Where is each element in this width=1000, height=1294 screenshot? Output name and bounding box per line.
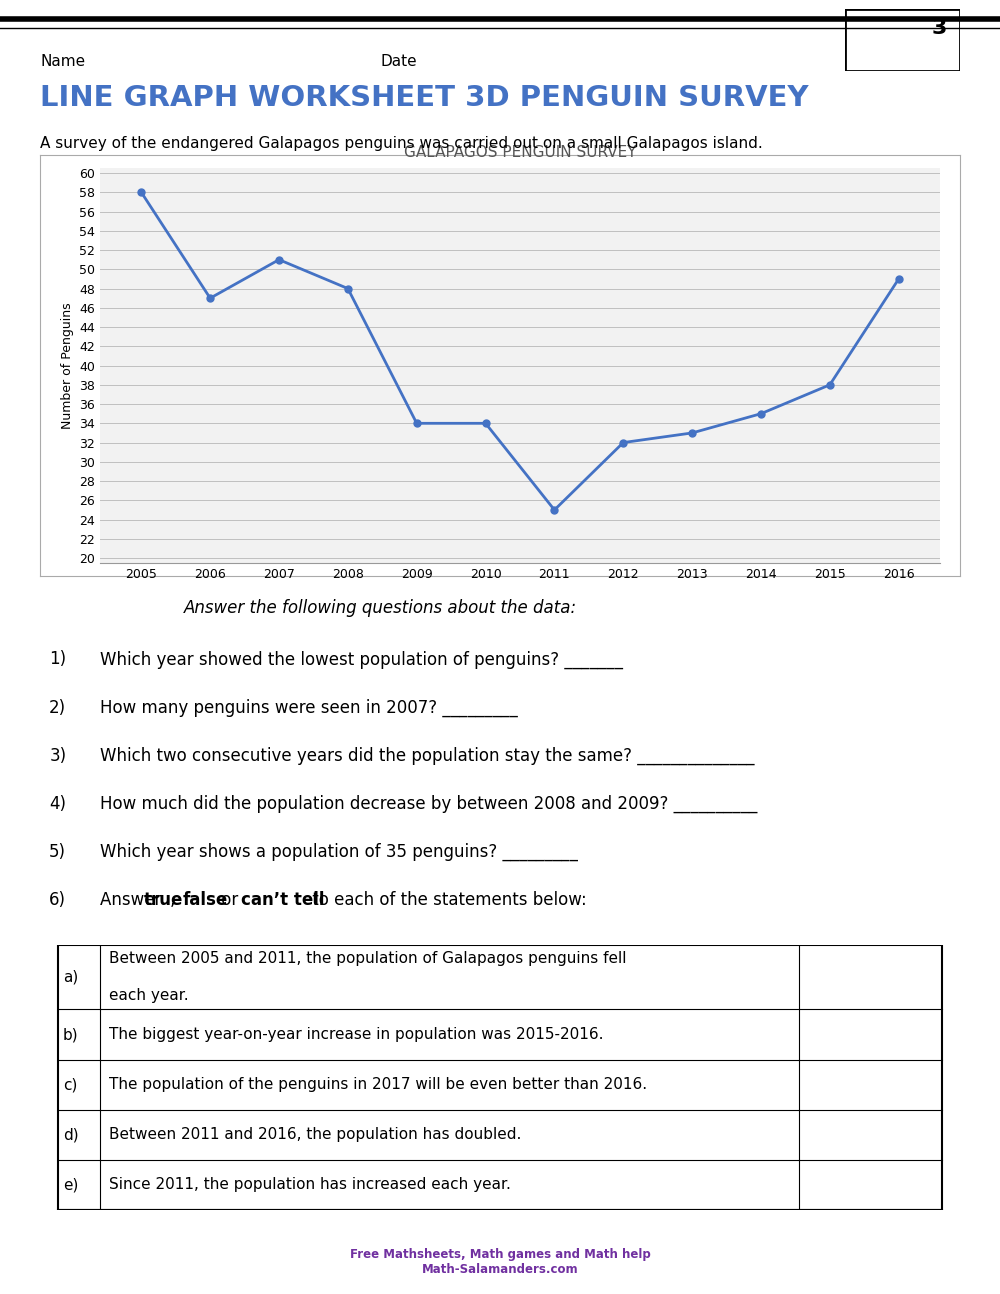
Text: Between 2005 and 2011, the population of Galapagos penguins fell: Between 2005 and 2011, the population of… xyxy=(109,951,626,967)
Title: GALAPAGOS PENGUIN SURVEY: GALAPAGOS PENGUIN SURVEY xyxy=(404,145,636,160)
Text: Between 2011 and 2016, the population has doubled.: Between 2011 and 2016, the population ha… xyxy=(109,1127,521,1143)
Text: 1): 1) xyxy=(49,651,66,669)
Point xyxy=(793,1002,805,1017)
Text: How many penguins were seen in 2007? _________: How many penguins were seen in 2007? ___… xyxy=(100,699,518,717)
Point xyxy=(94,1052,106,1068)
Text: A survey of the endangered Galapagos penguins was carried out on a small Galapag: A survey of the endangered Galapagos pen… xyxy=(40,136,763,151)
Point xyxy=(94,1102,106,1118)
Point xyxy=(793,1052,805,1068)
Point xyxy=(793,1202,805,1218)
Text: Date: Date xyxy=(380,54,417,70)
Text: Answer the following questions about the data:: Answer the following questions about the… xyxy=(184,599,577,617)
Point xyxy=(793,1102,805,1118)
Text: 6): 6) xyxy=(49,890,66,908)
Point xyxy=(793,1152,805,1167)
Text: Which year shows a population of 35 penguins? _________: Which year shows a population of 35 peng… xyxy=(100,842,578,861)
Text: Which year showed the lowest population of penguins? _______: Which year showed the lowest population … xyxy=(100,651,623,669)
Point xyxy=(793,1102,805,1118)
Point xyxy=(94,937,106,952)
Point xyxy=(793,937,805,952)
Text: LINE GRAPH WORKSHEET 3D PENGUIN SURVEY: LINE GRAPH WORKSHEET 3D PENGUIN SURVEY xyxy=(40,84,808,113)
Text: The biggest year-on-year increase in population was 2015-2016.: The biggest year-on-year increase in pop… xyxy=(109,1027,604,1042)
Point xyxy=(94,1002,106,1017)
Text: Since 2011, the population has increased each year.: Since 2011, the population has increased… xyxy=(109,1178,511,1192)
Text: The population of the penguins in 2017 will be even better than 2016.: The population of the penguins in 2017 w… xyxy=(109,1077,647,1092)
Text: b): b) xyxy=(63,1027,79,1042)
Point xyxy=(94,1152,106,1167)
Point xyxy=(94,1202,106,1218)
Text: each year.: each year. xyxy=(109,987,189,1003)
Point xyxy=(94,1102,106,1118)
Text: 4): 4) xyxy=(49,795,66,813)
Text: or: or xyxy=(216,890,243,908)
Text: 3): 3) xyxy=(49,747,66,765)
Point xyxy=(793,1002,805,1017)
Text: 3: 3 xyxy=(932,18,947,38)
Point xyxy=(94,1152,106,1167)
Text: How much did the population decrease by between 2008 and 2009? __________: How much did the population decrease by … xyxy=(100,795,757,813)
Text: true: true xyxy=(144,890,183,908)
Text: Free Mathsheets, Math games and Math help
Math-Salamanders.com: Free Mathsheets, Math games and Math hel… xyxy=(350,1247,650,1276)
Text: Which two consecutive years did the population stay the same? ______________: Which two consecutive years did the popu… xyxy=(100,747,754,765)
Text: Answer: Answer xyxy=(100,890,166,908)
Text: 2): 2) xyxy=(49,699,66,717)
Point xyxy=(94,1002,106,1017)
Point xyxy=(94,1052,106,1068)
Text: e): e) xyxy=(63,1178,78,1192)
Text: 5): 5) xyxy=(49,842,66,861)
Text: Name: Name xyxy=(40,54,85,70)
Text: to each of the statements below:: to each of the statements below: xyxy=(307,890,587,908)
Text: can’t tell: can’t tell xyxy=(241,890,324,908)
Text: a): a) xyxy=(63,969,78,985)
Text: false: false xyxy=(183,890,228,908)
Text: d): d) xyxy=(63,1127,79,1143)
Point xyxy=(793,1152,805,1167)
Point xyxy=(793,1052,805,1068)
Text: ,: , xyxy=(170,890,181,908)
Y-axis label: Number of Penguins: Number of Penguins xyxy=(61,303,74,428)
Text: c): c) xyxy=(63,1077,77,1092)
